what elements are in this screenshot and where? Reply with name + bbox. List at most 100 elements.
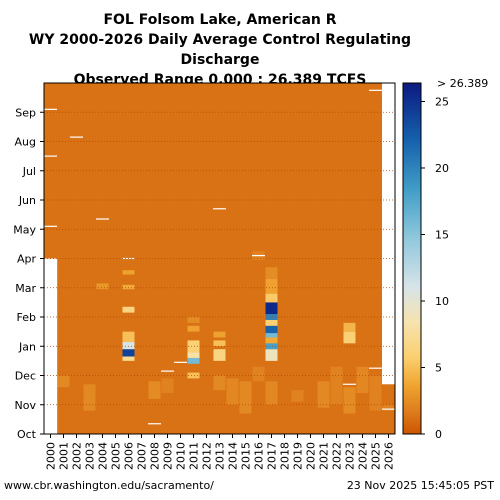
colorbar-tick-label-15: 15 xyxy=(435,228,449,241)
white-mark-2000-2 xyxy=(44,225,57,227)
value-cell-2006-7 xyxy=(122,306,135,313)
year-column-2023 xyxy=(343,83,357,434)
value-cell-2026-46 xyxy=(382,404,395,411)
white-mark-2025-12 xyxy=(369,367,382,369)
value-cell-2017-28 xyxy=(265,337,278,344)
y-tick-label-Jun: Jun xyxy=(18,194,36,207)
value-cell-2004-2 xyxy=(96,283,109,290)
value-cell-2006-4 xyxy=(122,349,135,357)
year-column-2022 xyxy=(330,83,344,434)
colorbar-tick-label-5: 5 xyxy=(435,361,442,374)
colorbar-tick-label-10: 10 xyxy=(435,295,449,308)
value-cell-2023-42 xyxy=(343,331,356,344)
white-mark-2000-0 xyxy=(44,108,57,110)
white-mark-2013-9 xyxy=(213,208,226,210)
value-cell-2013-21 xyxy=(213,331,226,338)
y-tick-label-Sep: Sep xyxy=(15,106,36,119)
value-cell-2017-35 xyxy=(265,278,278,294)
x-tick-label-2026: 2026 xyxy=(383,442,396,470)
value-cell-2009-11 xyxy=(161,378,174,394)
value-cell-2017-27 xyxy=(265,343,278,350)
year-column-2010 xyxy=(174,83,188,434)
y-tick-label-May: May xyxy=(13,223,36,236)
value-cell-2011-15 xyxy=(187,340,200,353)
y-tick-label-Apr: Apr xyxy=(17,253,37,266)
x-tick-label-2004: 2004 xyxy=(97,442,110,470)
y-tick-label-Mar: Mar xyxy=(15,282,36,295)
no-data-2026 xyxy=(382,83,396,385)
value-cell-2011-14 xyxy=(187,352,200,358)
value-cell-2017-37 xyxy=(265,381,278,405)
x-tick-label-2014: 2014 xyxy=(227,442,240,470)
value-cell-2014-22 xyxy=(226,378,239,405)
year-column-2008 xyxy=(148,83,162,434)
year-column-2002 xyxy=(70,83,84,434)
white-mark-2002-3 xyxy=(70,136,83,138)
y-tick-label-Jul: Jul xyxy=(22,165,36,178)
white-mark-2008-6 xyxy=(148,423,161,425)
white-mark-2004-4 xyxy=(96,218,109,220)
x-tick-label-2018: 2018 xyxy=(279,442,292,470)
y-tick-label-Dec: Dec xyxy=(15,370,36,383)
value-cell-2017-26 xyxy=(265,349,278,361)
footer-source-url[interactable]: www.cbr.washington.edu/sacramento/ xyxy=(4,479,214,492)
value-cell-2024-44 xyxy=(356,366,369,394)
colorbar-tick-label-25: 25 xyxy=(435,95,449,108)
value-cell-2003-1 xyxy=(83,384,96,411)
value-cell-2013-20 xyxy=(213,340,226,347)
y-tick-label-Feb: Feb xyxy=(17,311,36,324)
white-mark-2025-13 xyxy=(369,89,382,91)
year-column-2025 xyxy=(369,83,383,434)
y-tick-label-Nov: Nov xyxy=(15,399,37,412)
footer-timestamp: 23 Nov 2025 15:45:05 PST xyxy=(346,479,494,492)
value-cell-2019-38 xyxy=(291,390,304,402)
x-tick-label-2015: 2015 xyxy=(240,442,253,470)
x-tick-label-2012: 2012 xyxy=(201,442,214,470)
value-cell-2001-0 xyxy=(57,375,70,388)
white-mark-2000-1 xyxy=(44,155,57,157)
value-cell-2006-9 xyxy=(122,270,135,275)
x-tick-label-2003: 2003 xyxy=(84,442,97,470)
colorbar-tick-label-20: 20 xyxy=(435,162,449,175)
x-tick-label-2001: 2001 xyxy=(58,442,71,470)
value-cell-2017-29 xyxy=(265,333,278,338)
value-cell-2017-31 xyxy=(265,319,278,326)
white-mark-2016-10 xyxy=(252,254,265,257)
value-cell-2008-10 xyxy=(148,381,161,399)
value-cell-2017-30 xyxy=(265,325,278,334)
x-tick-label-2023: 2023 xyxy=(344,442,357,470)
x-tick-label-2020: 2020 xyxy=(305,442,318,470)
white-mark-2023-11 xyxy=(343,383,356,385)
x-tick-label-2024: 2024 xyxy=(357,442,370,470)
value-cell-2013-19 xyxy=(213,349,226,361)
value-cell-2011-16 xyxy=(187,325,200,332)
x-tick-label-2010: 2010 xyxy=(175,442,188,470)
value-cell-2016-24 xyxy=(252,366,265,382)
white-mark-2009-7 xyxy=(161,370,174,372)
x-tick-label-2002: 2002 xyxy=(71,442,84,470)
value-cell-2023-41 xyxy=(343,387,356,414)
value-cell-2017-32 xyxy=(265,314,278,320)
value-cell-2011-17 xyxy=(187,317,200,323)
x-tick-label-2016: 2016 xyxy=(253,442,266,470)
x-tick-label-2000: 2000 xyxy=(45,442,58,470)
value-cell-2006-6 xyxy=(122,331,135,342)
x-tick-label-2019: 2019 xyxy=(292,442,305,470)
value-cell-2023-43 xyxy=(343,322,356,332)
value-cell-2017-36 xyxy=(265,267,278,279)
value-cell-2025-45 xyxy=(369,375,382,411)
value-cell-2011-12 xyxy=(187,372,200,379)
year-column-2007 xyxy=(135,83,149,434)
year-column-2004 xyxy=(96,83,110,434)
x-tick-label-2021: 2021 xyxy=(318,442,331,470)
x-tick-label-2013: 2013 xyxy=(214,442,227,470)
chart-subtitle: WY 2000-2026 Daily Average Control Regul… xyxy=(28,32,412,68)
colorbar-max-label: > 26.389 xyxy=(437,77,488,90)
value-cell-2011-13 xyxy=(187,357,200,364)
x-tick-label-2008: 2008 xyxy=(149,442,162,470)
year-column-2020 xyxy=(304,83,318,434)
x-tick-label-2011: 2011 xyxy=(188,442,201,470)
x-tick-label-2009: 2009 xyxy=(162,442,175,470)
value-cell-2015-23 xyxy=(239,381,252,414)
